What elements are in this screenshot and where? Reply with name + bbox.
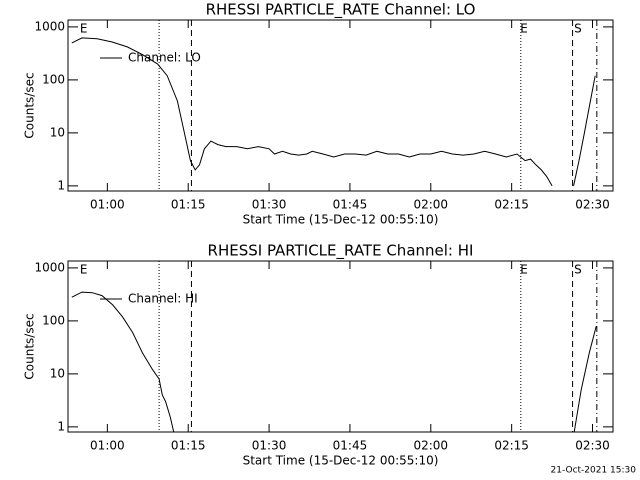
y-tick-label: 100 [42,72,65,86]
plot-frame [67,19,614,192]
x-axis-label: Start Time (15-Dec-12 00:55:10) [243,454,439,468]
x-tick-label: 01:45 [333,439,368,453]
annotation: E [520,263,528,277]
x-tick-label: 02:15 [494,198,529,212]
y-tick-label: 10 [50,125,65,139]
x-tick-label: 02:00 [413,198,448,212]
x-tick-label: 02:30 [575,439,610,453]
x-tick-label: 02:30 [575,198,610,212]
y-axis-label: Counts/sec [23,72,37,138]
y-tick-label: 10 [50,366,65,380]
y-tick-label: 1 [57,178,65,192]
x-tick-label: 01:30 [252,439,287,453]
x-tick-label: 01:30 [252,198,287,212]
chart-title: RHESSI PARTICLE_RATE Channel: LO [206,1,476,20]
annotation: S [574,263,582,277]
x-tick-label: 02:00 [413,439,448,453]
annotation: E [80,263,88,277]
x-tick-label: 01:00 [90,439,125,453]
y-tick-label: 1 [57,419,65,433]
y-axis-label: Counts/sec [23,313,37,379]
panel: RHESSI PARTICLE_RATE Channel: HI Start Ti… [23,242,614,468]
plot-frame [67,260,614,433]
x-tick-label: 01:00 [90,198,125,212]
data-line [71,291,597,432]
x-axis-label: Start Time (15-Dec-12 00:55:10) [243,213,439,227]
y-tick-label: 100 [42,313,65,327]
x-tick-label: 01:15 [171,439,206,453]
chart-title: RHESSI PARTICLE_RATE Channel: HI [208,242,474,261]
panel: RHESSI PARTICLE_RATE Channel: LO Start Ti… [23,1,614,227]
legend-label: Channel: HI [128,292,198,306]
data-line [71,37,596,187]
annotation: E [80,22,88,36]
annotation: E [520,22,528,36]
legend-label: Channel: LO [128,51,201,65]
y-tick-label: 1000 [34,260,65,274]
y-tick-label: 1000 [34,19,65,33]
footer: 21-Oct-2021 15:30 [551,466,637,476]
x-tick-label: 02:15 [494,439,529,453]
x-tick-label: 01:45 [333,198,368,212]
x-tick-label: 01:15 [171,198,206,212]
annotation: S [574,22,582,36]
